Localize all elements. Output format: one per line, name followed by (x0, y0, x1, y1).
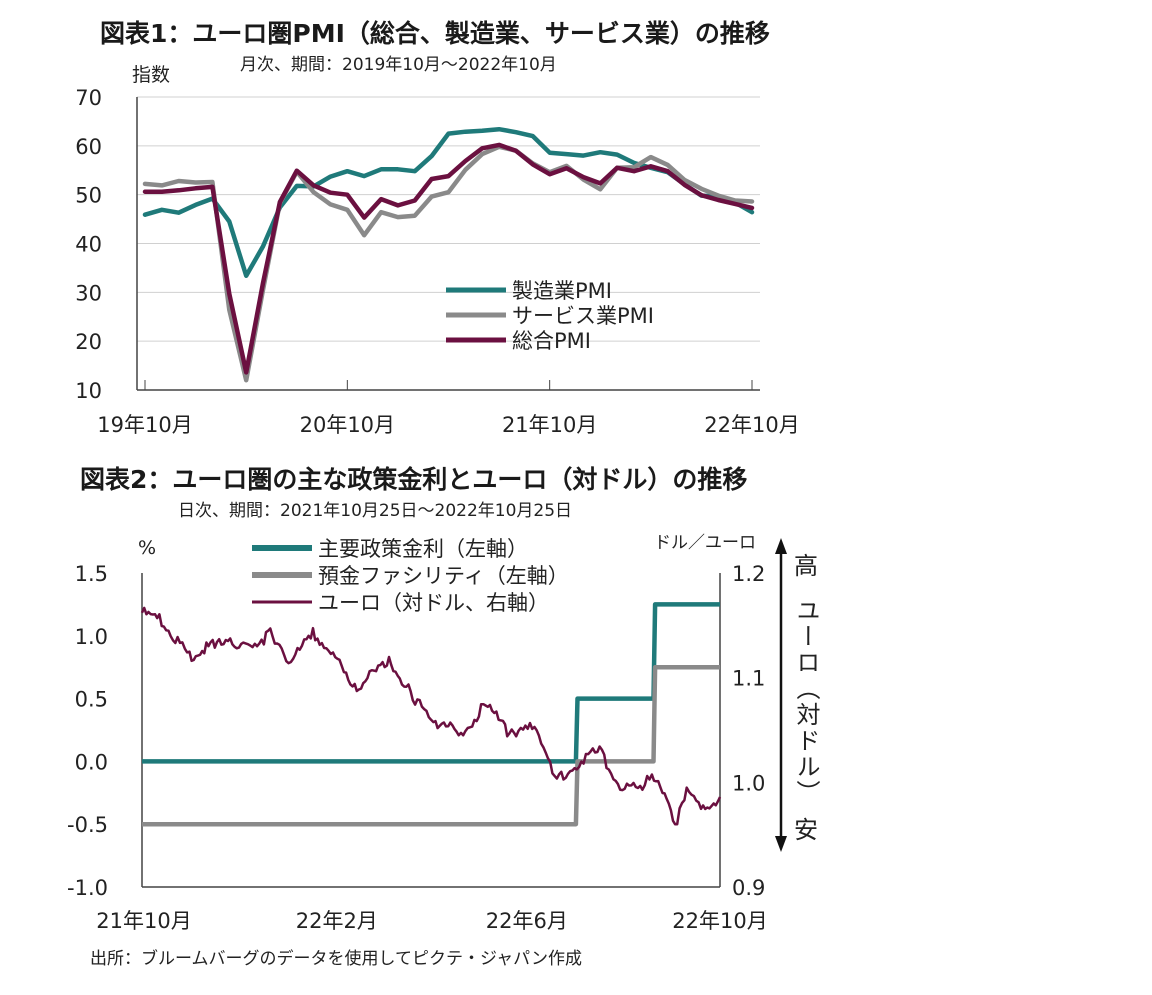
series-line-2 (142, 664, 720, 827)
x-tick-label: 20年10月 (300, 413, 395, 437)
y-tick-label: 60 (75, 135, 102, 159)
series-line-3 (140, 606, 722, 826)
y-tick-label-right: 0.9 (732, 876, 765, 900)
y-tick-label-right: 1.1 (732, 667, 765, 691)
y-tick-label-left: 1.5 (75, 562, 108, 586)
legend-label: 預金ファシリティ（左軸） (318, 564, 569, 588)
chart2-ylabel-right: ドル／ユーロ (654, 533, 756, 553)
x-tick-label: 22年2月 (296, 909, 378, 933)
axis-label-euro: ユーロ（対ドル） (792, 598, 820, 806)
arrow-down-icon (775, 836, 787, 852)
source-note: 出所：ブルームバーグのデータを使用してピクテ・ジャパン作成 (90, 949, 582, 969)
legend-label: 製造業PMI (512, 279, 612, 303)
series-line-3 (142, 142, 755, 375)
legend-label: 主要政策金利（左軸） (318, 537, 528, 561)
y-tick-label: 70 (75, 86, 102, 110)
y-tick-label: 30 (75, 281, 102, 305)
chart1-title: 図表1：ユーロ圏PMI（総合、製造業、サービス業）の推移 (100, 19, 770, 48)
arrow-up-icon (775, 538, 787, 554)
y-tick-label: 50 (75, 184, 102, 208)
y-tick-label: 40 (75, 233, 102, 257)
axis-label-high: 高 (794, 552, 818, 580)
legend-label: 総合PMI (512, 329, 591, 353)
chart2-subtitle: 日次、期間：2021年10月25日～2022年10月25日 (178, 501, 573, 521)
x-tick-label: 21年10月 (502, 413, 597, 437)
x-tick-label: 19年10月 (97, 413, 192, 437)
y-tick-label-left: -1.0 (67, 876, 108, 900)
series-line-1 (142, 602, 720, 764)
y-tick-label: 20 (75, 330, 102, 354)
y-tick-label-left: 1.0 (75, 625, 108, 649)
x-tick-label: 21年10月 (96, 909, 191, 933)
legend-label: ユーロ（対ドル、右軸） (318, 591, 549, 615)
y-tick-label: 10 (75, 379, 102, 403)
chart2-title: 図表2：ユーロ圏の主な政策金利とユーロ（対ドル）の推移 (80, 465, 748, 494)
y-tick-label-right: 1.2 (732, 562, 765, 586)
y-tick-label-left: 0.5 (75, 688, 108, 712)
chart1-subtitle: 月次、期間：2019年10月～2022年10月 (240, 55, 557, 75)
series-line-2 (142, 144, 755, 383)
y-tick-label-left: 0.0 (75, 750, 108, 774)
chart2-ylabel-left: % (138, 537, 156, 559)
x-tick-label: 22年6月 (486, 909, 568, 933)
x-tick-label: 22年10月 (672, 909, 767, 933)
y-tick-label-left: -0.5 (67, 813, 108, 837)
y-tick-label-right: 1.0 (732, 771, 765, 795)
axis-label-low: 安 (794, 816, 818, 844)
legend-label: サービス業PMI (512, 304, 654, 328)
x-tick-label: 22年10月 (704, 413, 799, 437)
chart1-ylabel: 指数 (132, 64, 170, 86)
